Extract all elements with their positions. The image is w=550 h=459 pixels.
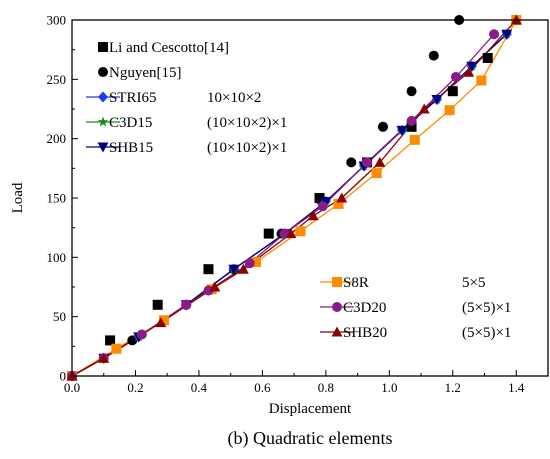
c3d20-point (244, 258, 255, 269)
shb15-legend-marker (97, 142, 109, 153)
shb20-point (463, 66, 475, 77)
legend: Li and Cescotto[14] Nguyen[15] STRI65 10×10… (86, 40, 511, 341)
shb15-point (396, 125, 408, 136)
shb20-legend-mesh: (5×5)×1 (462, 325, 511, 341)
shb20-point (285, 228, 297, 239)
c3d20-point (450, 71, 461, 82)
nguyen-15-point (406, 86, 417, 97)
shb15-line (71, 33, 508, 377)
li-and-cescotto-14-legend-marker (98, 42, 108, 52)
shb20-point (418, 103, 430, 114)
li-and-cescotto-14-point (152, 299, 163, 310)
x-tick-label: 0.8 (318, 380, 334, 395)
s8r-point (111, 343, 122, 354)
shb20-legend-marker (331, 326, 343, 337)
s8r-point (251, 257, 262, 268)
shb20-line (71, 19, 517, 377)
stri65-legend-label: STRI65 (109, 90, 157, 106)
nguyen-15-point (377, 121, 388, 132)
s8r-point (333, 198, 344, 209)
shb15-point (466, 61, 478, 72)
y-axis-title: Load (10, 182, 26, 213)
s8r-point (295, 226, 306, 237)
s8r-legend-marker (332, 277, 342, 287)
c3d20-point (362, 157, 373, 168)
c3d20-point (317, 201, 328, 212)
series-markers (66, 14, 522, 382)
c3d15-legend-marker (97, 116, 109, 127)
axis-ticks: 0.0 0.2 0.4 0.6 0.8 1.0 1.2 1.4 0 50 100 150 200 250 3… (47, 13, 525, 396)
stri65-legend-mesh: 10×10×2 (207, 90, 261, 106)
c3d20-point (203, 285, 214, 296)
x-axis-title: Displacement (269, 401, 352, 417)
shb20-point (237, 263, 249, 274)
nguyen-15-point (346, 157, 357, 168)
x-tick-label: 1.2 (445, 380, 461, 395)
x-tick-label: 0.0 (64, 380, 80, 395)
y-tick-label: 200 (47, 131, 67, 146)
shb15-point (501, 29, 513, 40)
c3d20-legend-mesh: (5×5)×1 (462, 300, 511, 316)
c3d15-line (71, 33, 508, 377)
nguyen-15-legend-label: Nguyen[15] (109, 65, 181, 81)
nguyen-15-point (428, 50, 439, 61)
shb15-legend-mesh: (10×10×2)×1 (207, 140, 287, 156)
c3d20-legend-label: C3D20 (343, 300, 386, 316)
li-and-cescotto-14-legend-label: Li and Cescotto[14] (109, 40, 229, 56)
y-tick-label: 0 (60, 369, 67, 384)
shb20-point (336, 192, 348, 203)
s8r-point (476, 75, 487, 86)
s8r-point (371, 168, 382, 179)
s8r-legend-mesh: 5×5 (462, 275, 485, 291)
shb20-point (374, 156, 386, 167)
shb15-legend-label: SHB15 (109, 140, 153, 156)
x-tick-label: 0.4 (191, 380, 208, 395)
s8r-legend-label: S8R (343, 275, 369, 291)
y-tick-label: 300 (47, 13, 67, 28)
shb15-point (228, 264, 240, 275)
y-tick-label: 250 (47, 72, 67, 87)
s8r-point (444, 105, 455, 116)
c3d20-point (489, 29, 500, 40)
s8r-point (159, 315, 170, 326)
c3d15-legend-mesh: (10×10×2)×1 (207, 115, 287, 131)
li-and-cescotto-14-point (406, 121, 417, 132)
figure-caption: (b) Quadratic elements (228, 428, 393, 449)
c3d20-point (136, 329, 147, 340)
nguyen-15-legend-marker (98, 67, 108, 77)
c3d15-legend-label: C3D15 (109, 115, 152, 131)
x-tick-label: 0.2 (127, 380, 143, 395)
s8r-point (409, 134, 420, 145)
shb20-legend-label: SHB20 (343, 325, 387, 341)
x-tick-label: 1.4 (508, 380, 525, 395)
shb20-point (155, 317, 167, 328)
shb15-point (320, 197, 332, 208)
y-tick-label: 50 (53, 309, 66, 324)
c3d20-legend-marker (332, 302, 342, 312)
y-tick-label: 150 (47, 191, 67, 206)
c3d20-point (406, 115, 417, 126)
li-and-cescotto-14-point (203, 264, 214, 275)
li-and-cescotto-14-point (482, 52, 493, 63)
shb20-point (307, 210, 319, 221)
x-tick-label: 0.6 (254, 380, 271, 395)
shb15-point (431, 95, 443, 106)
shb20-point (209, 281, 221, 292)
stri65-legend-marker (98, 91, 108, 103)
y-tick-label: 100 (47, 250, 67, 265)
c3d20-point (181, 299, 192, 310)
stri65-line (71, 33, 508, 377)
shb20-point (98, 352, 110, 363)
x-tick-label: 1.0 (381, 380, 397, 395)
c3d20-line (71, 33, 495, 377)
li-and-cescotto-14-point (105, 335, 116, 346)
li-and-cescotto-14-point (447, 86, 458, 97)
li-and-cescotto-14-point (263, 228, 274, 239)
